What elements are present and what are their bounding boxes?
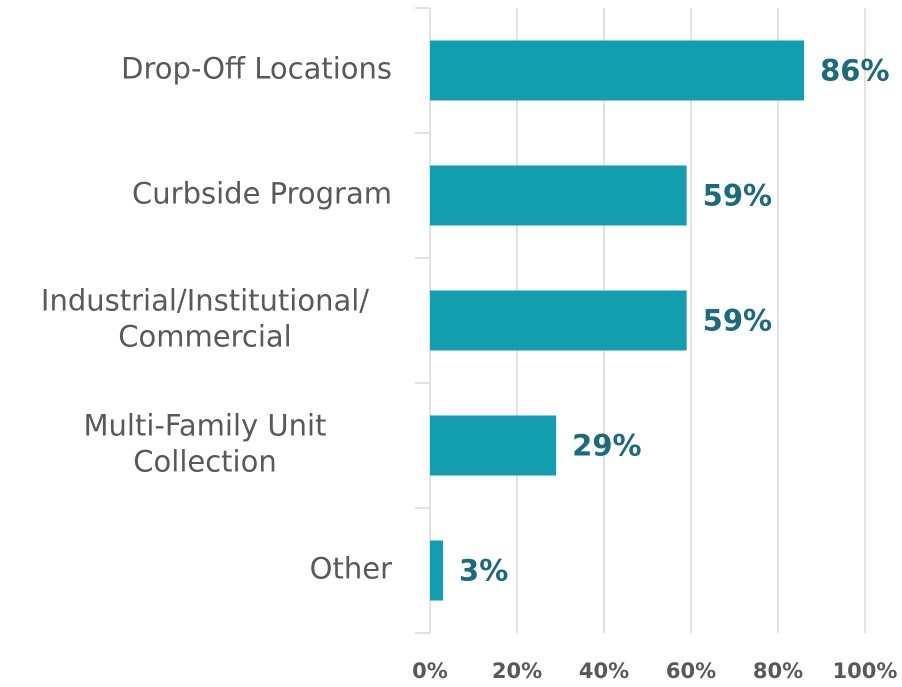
bar [430,290,687,351]
x-tick-label: 100% [833,659,898,683]
x-tick-label: 0% [412,659,448,683]
y-tick-label: Collection [133,445,276,479]
value-label: 29% [572,429,641,463]
value-label: 59% [703,304,772,338]
bar [430,415,557,476]
y-tick-label: Curbside Program [132,177,392,211]
bar [430,540,444,601]
x-tick-label: 20% [492,659,542,683]
x-tick-label: 40% [579,659,629,683]
value-label: 3% [459,554,508,588]
bar [430,165,687,226]
bar [430,40,805,101]
value-label: 59% [703,179,772,213]
y-tick-label: Commercial [118,320,291,354]
y-tick-label: Other [310,552,392,586]
x-tick-label: 80% [753,659,803,683]
value-label: 86% [820,54,889,88]
x-tick-label: 60% [666,659,716,683]
y-tick-label: Multi-Family Unit [84,409,327,443]
y-tick-label: Drop-Off Locations [121,52,392,86]
y-tick-label: Industrial/Institutional/ [41,284,369,318]
